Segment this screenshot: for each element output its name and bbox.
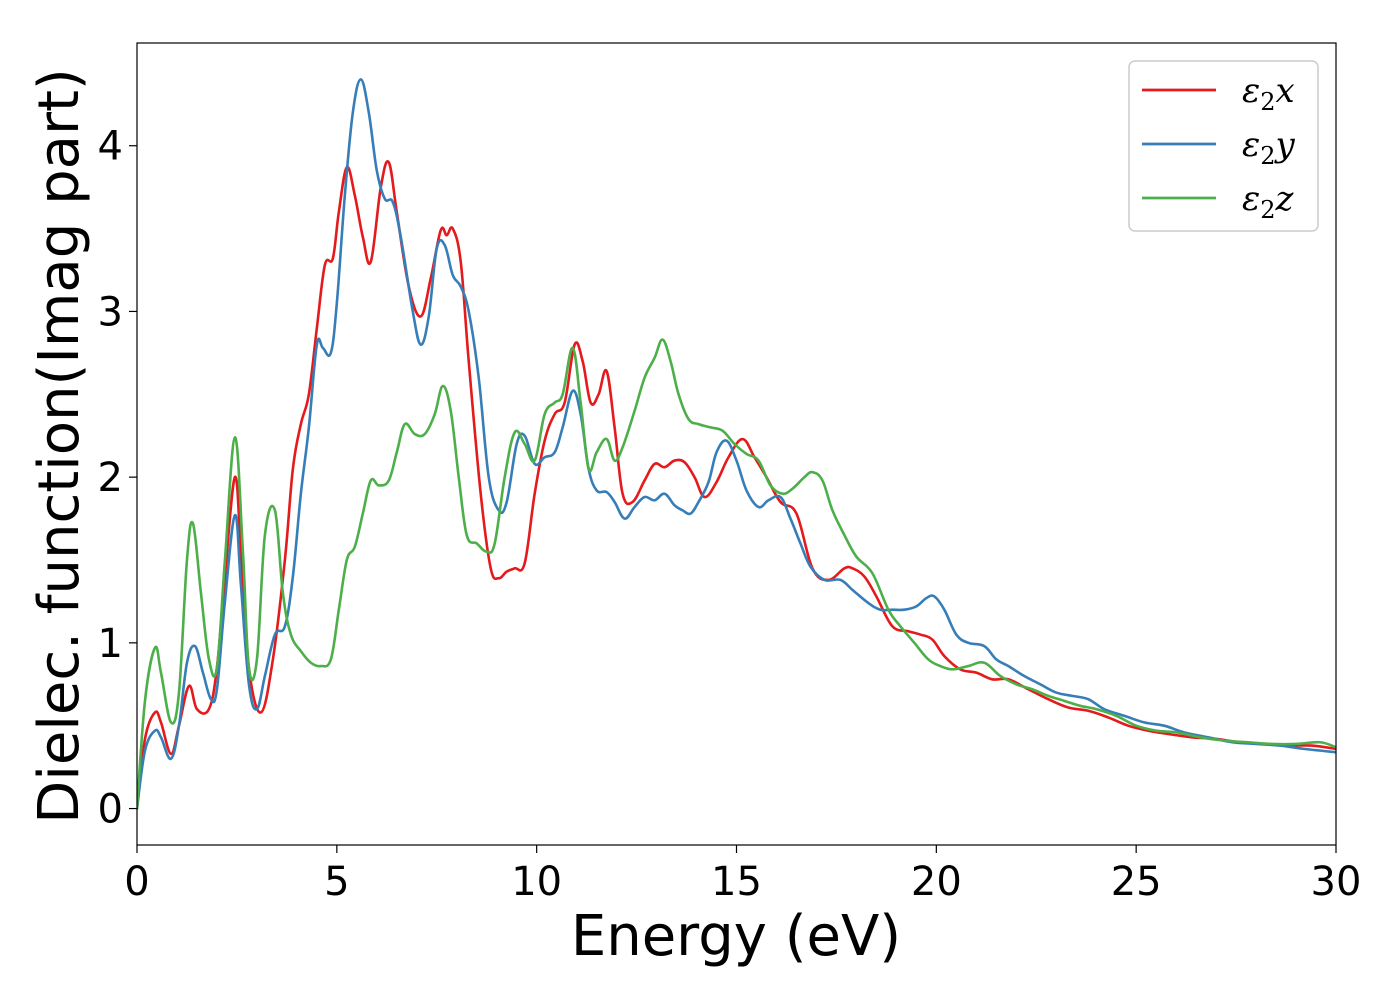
y-tick-label: 4 bbox=[98, 124, 123, 170]
x-tick-label: 10 bbox=[511, 859, 562, 905]
legend-frame bbox=[1128, 60, 1319, 232]
y-axis: 0 1 2 3 4 bbox=[98, 124, 137, 833]
y-tick-label: 3 bbox=[98, 289, 123, 335]
x-tick-label: 5 bbox=[324, 859, 349, 905]
x-tick-label: 0 bbox=[124, 859, 149, 905]
legend-label-y: ε2y bbox=[1242, 125, 1296, 170]
series-line-z bbox=[137, 338, 1336, 810]
x-tick-label: 20 bbox=[911, 859, 962, 905]
series-layer bbox=[137, 78, 1336, 810]
y-axis-label: Dielec. function(Imag part) bbox=[27, 68, 92, 824]
y-tick-label: 1 bbox=[98, 621, 123, 667]
x-tick-label: 25 bbox=[1111, 859, 1162, 905]
legend-label-z: ε2z bbox=[1242, 179, 1295, 224]
x-axis-label: Energy (eV) bbox=[571, 904, 901, 969]
y-tick-label: 2 bbox=[98, 455, 123, 501]
legend: ε2x ε2y ε2z bbox=[1128, 60, 1319, 232]
legend-label-x: ε2x bbox=[1242, 71, 1295, 116]
x-tick-label: 15 bbox=[711, 859, 762, 905]
series-line-x bbox=[137, 160, 1336, 810]
x-axis: 0 5 10 15 20 25 30 bbox=[124, 845, 1361, 905]
y-tick-label: 0 bbox=[98, 787, 123, 833]
x-tick-label: 30 bbox=[1311, 859, 1362, 905]
